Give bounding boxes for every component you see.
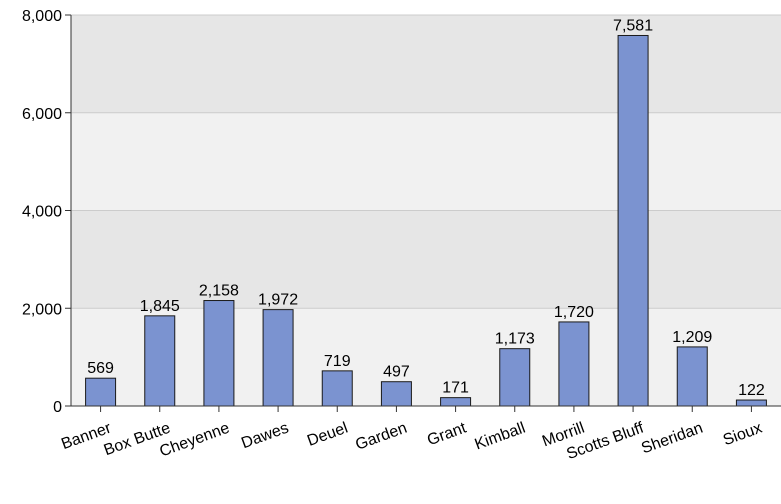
bar [144,315,176,407]
y-tick-label: 2,000 [22,301,62,318]
plot-band [71,112,781,211]
gridlines [71,14,781,309]
bars [85,34,767,407]
data-label: 122 [738,382,765,399]
x-tick-label: Deuel [305,420,350,450]
value-labels: 569 1,845 2,158 1,972 719 497 171 1,173 1,720 7,5… [87,17,765,399]
data-label: 171 [442,380,469,397]
y-tick-label: 0 [53,399,62,416]
bar [440,397,472,407]
bar [380,381,412,407]
data-label: 497 [383,364,410,381]
y-axis-ticks: 0 2,000 4,000 6,000 8,000 [22,8,71,416]
bar [203,300,235,407]
data-label: 569 [87,360,114,377]
bar [85,377,117,407]
bar [499,348,531,407]
x-tick-label: Garden [353,420,409,454]
data-label: 1,209 [672,329,712,346]
data-label: 7,581 [613,17,653,34]
x-tick-label: Sheridan [639,420,705,458]
bar [321,370,353,407]
y-tick-label: 4,000 [22,204,62,221]
plot-background [71,15,781,406]
bar [617,34,649,407]
bar [558,321,590,407]
x-tick-label: Dawes [239,420,291,453]
data-label: 1,972 [258,292,298,309]
data-label: 719 [324,353,351,370]
plot-band [71,15,781,113]
x-tick-label: Sioux [721,420,764,450]
plot-band [71,308,781,406]
bar [735,399,767,407]
y-tick-label: 6,000 [22,106,62,123]
data-label: 1,845 [140,298,180,315]
data-label: 1,173 [495,331,535,348]
x-tick-label: Kimball [473,420,528,454]
data-label: 1,720 [554,304,594,321]
bar [262,309,294,407]
bar [676,346,708,407]
plot-band [71,210,781,309]
y-tick-label: 8,000 [22,8,62,25]
data-label: 2,158 [199,283,239,300]
x-tick-label: Grant [425,419,469,449]
